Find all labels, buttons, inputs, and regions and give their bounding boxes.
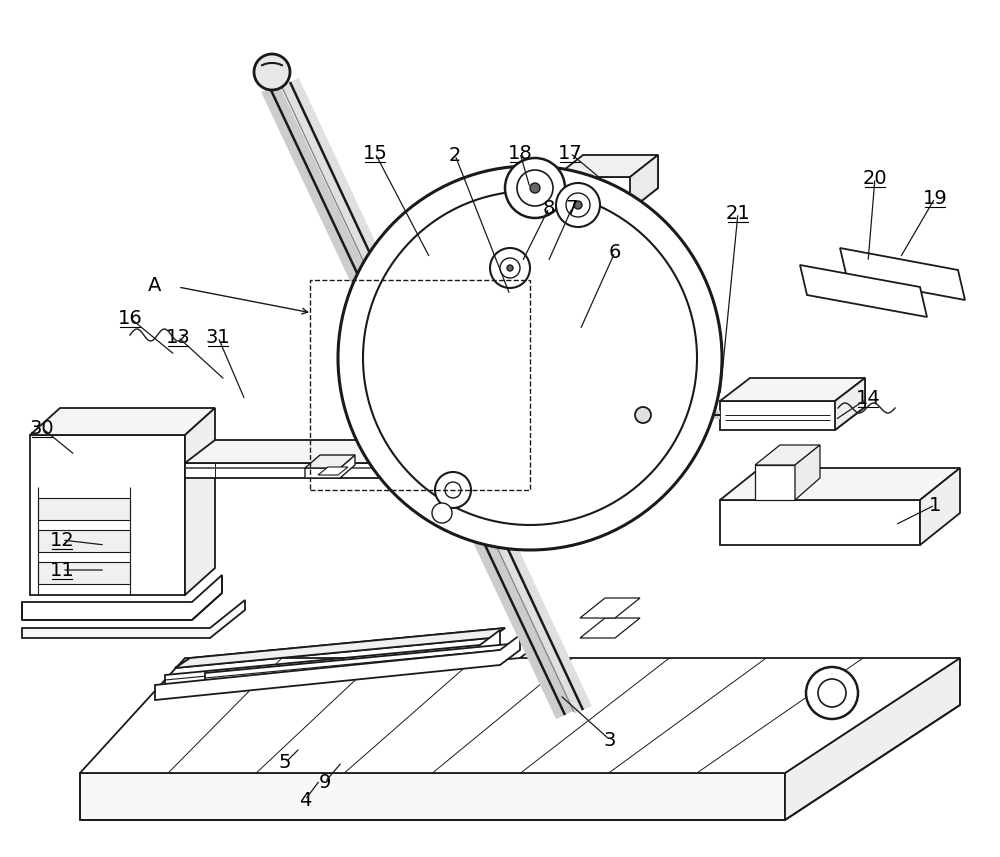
Polygon shape [720,468,960,500]
Text: 1: 1 [929,495,941,514]
Polygon shape [318,467,348,475]
Circle shape [500,258,520,278]
Text: 9: 9 [319,772,331,792]
Circle shape [818,679,846,707]
Circle shape [338,166,722,550]
Circle shape [445,482,461,498]
Polygon shape [30,408,215,435]
Polygon shape [630,155,658,210]
Polygon shape [795,445,820,500]
Text: 20: 20 [863,169,887,188]
Circle shape [507,265,513,271]
Text: 17: 17 [558,143,582,163]
Circle shape [435,472,471,508]
Polygon shape [155,635,520,700]
Polygon shape [555,155,658,177]
Polygon shape [720,378,865,430]
Polygon shape [185,440,520,463]
Polygon shape [800,265,927,317]
Text: 3: 3 [604,730,616,750]
Text: 31: 31 [206,327,230,346]
Polygon shape [580,598,640,618]
Text: 8: 8 [543,199,555,218]
Polygon shape [580,618,640,638]
Polygon shape [305,455,355,478]
Text: 4: 4 [299,790,311,810]
Circle shape [505,158,565,218]
Polygon shape [720,378,865,401]
Circle shape [556,183,600,227]
Text: 16: 16 [118,309,142,327]
Polygon shape [185,440,520,478]
Text: 15: 15 [363,143,387,163]
Polygon shape [80,658,960,773]
Polygon shape [175,628,505,668]
Text: 18: 18 [508,143,532,163]
Text: A: A [148,275,162,295]
Polygon shape [755,445,820,465]
Polygon shape [555,155,658,210]
Polygon shape [305,455,355,468]
Circle shape [432,503,452,523]
Polygon shape [468,275,555,440]
Circle shape [574,201,582,209]
Circle shape [806,667,858,719]
Text: 5: 5 [279,753,291,772]
Polygon shape [555,250,583,440]
Polygon shape [38,530,130,552]
Circle shape [566,193,590,217]
Text: 19: 19 [923,189,947,207]
Polygon shape [430,472,478,508]
Polygon shape [840,248,965,300]
Text: 6: 6 [609,243,621,261]
Circle shape [517,170,553,206]
Text: 14: 14 [856,388,880,407]
Polygon shape [38,498,130,520]
Circle shape [635,407,651,423]
Polygon shape [720,500,920,545]
Polygon shape [22,600,245,638]
Circle shape [254,54,290,90]
Polygon shape [455,415,598,440]
Bar [310,280,530,490]
Polygon shape [468,250,583,275]
Polygon shape [455,440,568,460]
Polygon shape [80,773,785,820]
Polygon shape [30,435,185,595]
Polygon shape [165,630,500,690]
Polygon shape [38,562,130,584]
Polygon shape [785,658,960,820]
Text: 12: 12 [50,530,74,549]
Circle shape [530,183,540,193]
Circle shape [363,191,697,525]
Text: 7: 7 [566,199,578,218]
Text: 2: 2 [449,146,461,165]
Polygon shape [920,468,960,545]
Circle shape [490,248,530,288]
Text: 13: 13 [166,327,190,346]
Polygon shape [835,378,865,430]
Polygon shape [22,575,222,620]
Polygon shape [175,628,505,668]
Polygon shape [205,628,540,688]
Text: 30: 30 [30,418,54,438]
Polygon shape [755,465,795,500]
Text: 21: 21 [726,203,750,223]
Text: 11: 11 [50,560,74,579]
Polygon shape [185,408,215,595]
